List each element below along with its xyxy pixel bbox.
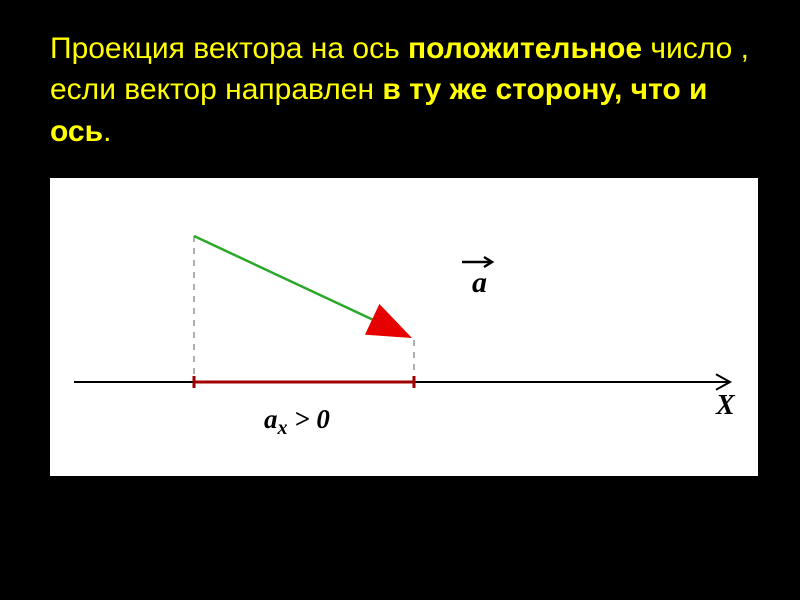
title-bold-1: положительное [408,32,642,65]
slide-title: Проекция вектора на ось положительное чи… [50,28,750,152]
svg-text:ax > 0: ax > 0 [264,404,330,439]
diagram-projection: a Xax > 0 [50,178,758,476]
slide: Проекция вектора на ось положительное чи… [0,0,800,600]
title-part-1: Проекция вектора на ось [50,32,408,65]
svg-text:a: a [472,266,487,299]
title-part-3: . [103,115,111,148]
diagram-svg: a Xax > 0 [54,182,754,472]
svg-text:X: X [715,390,736,421]
